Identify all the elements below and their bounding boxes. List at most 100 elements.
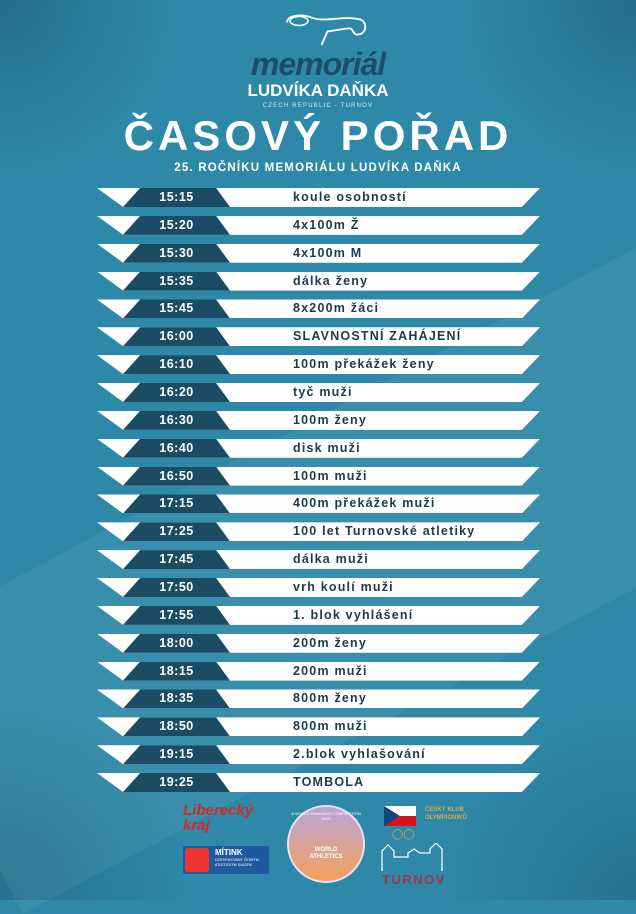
schedule-row: 15:15 koule osobností bbox=[97, 188, 540, 207]
row-time: 16:30 bbox=[159, 412, 194, 427]
time-band bbox=[123, 383, 230, 403]
row-event: 8x200m žáci bbox=[293, 301, 380, 316]
schedule-row: 15:30 4x100m M bbox=[97, 243, 540, 263]
schedule-row: 18:35 800m ženy bbox=[97, 689, 540, 709]
row-time: 17:45 bbox=[159, 552, 194, 567]
row-event: 100m ženy bbox=[293, 412, 368, 427]
schedule-row: 18:00 200m ženy bbox=[97, 633, 540, 653]
row-event: dálka muži bbox=[293, 552, 369, 567]
time-band bbox=[123, 327, 230, 347]
schedule-row: 16:50 100m muži bbox=[97, 466, 540, 486]
schedule-row: 18:50 800m muži bbox=[97, 717, 540, 737]
schedule-row: 15:45 8x200m žáci bbox=[97, 299, 540, 319]
row-event: 800m ženy bbox=[293, 691, 368, 706]
time-band bbox=[123, 522, 230, 542]
logo-subtitle: CZECH REPUBLIC - TURNOV bbox=[262, 103, 374, 109]
row-event: 200m ženy bbox=[293, 635, 368, 650]
mitink-title: MÍTINK bbox=[215, 848, 243, 857]
row-event: SLAVNOSTNÍ ZAHÁJENÍ bbox=[293, 329, 462, 344]
lion-icon bbox=[185, 848, 209, 872]
turnov-skyline-icon bbox=[381, 843, 443, 871]
row-event: 4x100m Ž bbox=[293, 217, 360, 232]
row-event: 400m překážek muži bbox=[293, 496, 436, 511]
row-event: 200m muži bbox=[293, 663, 368, 678]
time-band bbox=[123, 605, 230, 625]
logo-name: LUDVÍKA DAŇKA bbox=[247, 81, 389, 100]
wa-ring-text: A WORLD RANKINGS COMPETITION 2025 bbox=[291, 811, 361, 821]
schedule-row: 19:25 TOMBOLA bbox=[97, 773, 540, 793]
page-title: ČASOVÝ POŘAD bbox=[123, 112, 513, 159]
row-time: 17:55 bbox=[159, 607, 194, 622]
row-time: 18:35 bbox=[159, 691, 194, 706]
row-time: 18:50 bbox=[159, 719, 194, 734]
row-event: 800m muži bbox=[293, 719, 368, 734]
schedule-row: 16:20 tyč muži bbox=[97, 383, 540, 403]
row-time: 15:15 bbox=[159, 190, 194, 204]
page-subtitle: 25. ROČNÍKU MEMORIÁLU LUDVÍKA DAŇKA bbox=[174, 162, 462, 174]
time-band bbox=[123, 773, 230, 793]
mitink-logo: MÍTINK CERTIFIKOVANÝ ČESKÝM ATLETICKÝM S… bbox=[183, 846, 269, 874]
time-band bbox=[123, 745, 230, 765]
world-athletics-badge: A WORLD RANKINGS COMPETITION 2025 WORLD … bbox=[287, 805, 365, 883]
row-event: 2.blok vyhlašování bbox=[293, 747, 426, 762]
turnov-logo-text: TURNOV bbox=[382, 872, 446, 887]
logo-memorial: memoriál bbox=[250, 46, 386, 82]
liberecky-kraj-logo: Liberecký kraj bbox=[183, 802, 254, 834]
time-band bbox=[123, 243, 230, 263]
schedule-row: 17:55 1. blok vyhlášení bbox=[97, 605, 540, 625]
row-time: 18:00 bbox=[159, 635, 194, 650]
row-time: 16:40 bbox=[159, 440, 194, 455]
schedule-row: 16:30 100m ženy bbox=[97, 410, 540, 430]
row-time: 17:25 bbox=[159, 524, 194, 539]
time-band bbox=[123, 717, 230, 737]
time-band bbox=[123, 633, 230, 653]
row-time: 16:20 bbox=[159, 385, 194, 400]
time-band bbox=[123, 578, 230, 598]
time-band bbox=[123, 299, 230, 319]
time-band bbox=[123, 550, 230, 570]
schedule-row: 15:20 4x100m Ž bbox=[97, 215, 540, 235]
mitink-subtitle: CERTIFIKOVANÝ ČESKÝM ATLETICKÝM SVAZEM bbox=[215, 858, 259, 867]
row-event: tyč muži bbox=[293, 385, 353, 400]
row-event: 100m překážek ženy bbox=[293, 357, 435, 372]
time-band bbox=[123, 215, 230, 235]
time-band bbox=[123, 689, 230, 709]
row-time: 19:15 bbox=[159, 747, 194, 762]
row-event: koule osobností bbox=[293, 190, 407, 204]
row-event: dálka ženy bbox=[293, 273, 369, 288]
wa-text: WORLD ATHLETICS bbox=[309, 847, 343, 860]
schedule-row: 19:15 2.blok vyhlašování bbox=[97, 745, 540, 765]
schedule-row: 17:50 vrh koulí muži bbox=[97, 578, 540, 598]
time-band bbox=[123, 271, 230, 291]
row-time: 15:45 bbox=[159, 301, 194, 316]
row-event: TOMBOLA bbox=[293, 775, 365, 790]
row-event: disk muži bbox=[293, 440, 361, 455]
time-band bbox=[123, 188, 230, 207]
row-time: 16:10 bbox=[159, 357, 194, 372]
schedule-row: 16:00 SLAVNOSTNÍ ZAHÁJENÍ bbox=[97, 327, 540, 347]
schedule-row: 17:15 400m překážek muži bbox=[97, 494, 540, 514]
row-time: 19:25 bbox=[159, 775, 194, 790]
time-band bbox=[123, 438, 230, 458]
schedule-row: 15:35 dálka ženy bbox=[97, 271, 540, 291]
row-event: 100m muži bbox=[293, 468, 368, 483]
row-time: 17:15 bbox=[159, 496, 194, 511]
row-time: 18:15 bbox=[159, 663, 194, 678]
row-time: 15:35 bbox=[159, 273, 194, 288]
row-event: 4x100m M bbox=[293, 245, 363, 260]
row-event: vrh koulí muži bbox=[293, 580, 394, 595]
row-event: 100 let Turnovské atletiky bbox=[293, 524, 476, 539]
czech-flag-icon bbox=[384, 806, 416, 826]
olympic-rings-icon: ◯◯ bbox=[392, 829, 415, 840]
row-time: 17:50 bbox=[159, 580, 194, 595]
time-band bbox=[123, 661, 230, 681]
time-band bbox=[123, 355, 230, 375]
schedule-row: 17:25 100 let Turnovské atletiky bbox=[97, 522, 540, 542]
time-band bbox=[123, 410, 230, 430]
schedule-row: 16:40 disk muži bbox=[97, 438, 540, 458]
cko-logo-text: ČESKÝ KLUB OLYMPIONIKŮ bbox=[425, 807, 467, 821]
athlete-logo-icon bbox=[286, 14, 367, 46]
time-band bbox=[123, 494, 230, 514]
schedule-row: 18:15 200m muži bbox=[97, 661, 540, 681]
schedule-row: 17:45 dálka muži bbox=[97, 550, 540, 570]
